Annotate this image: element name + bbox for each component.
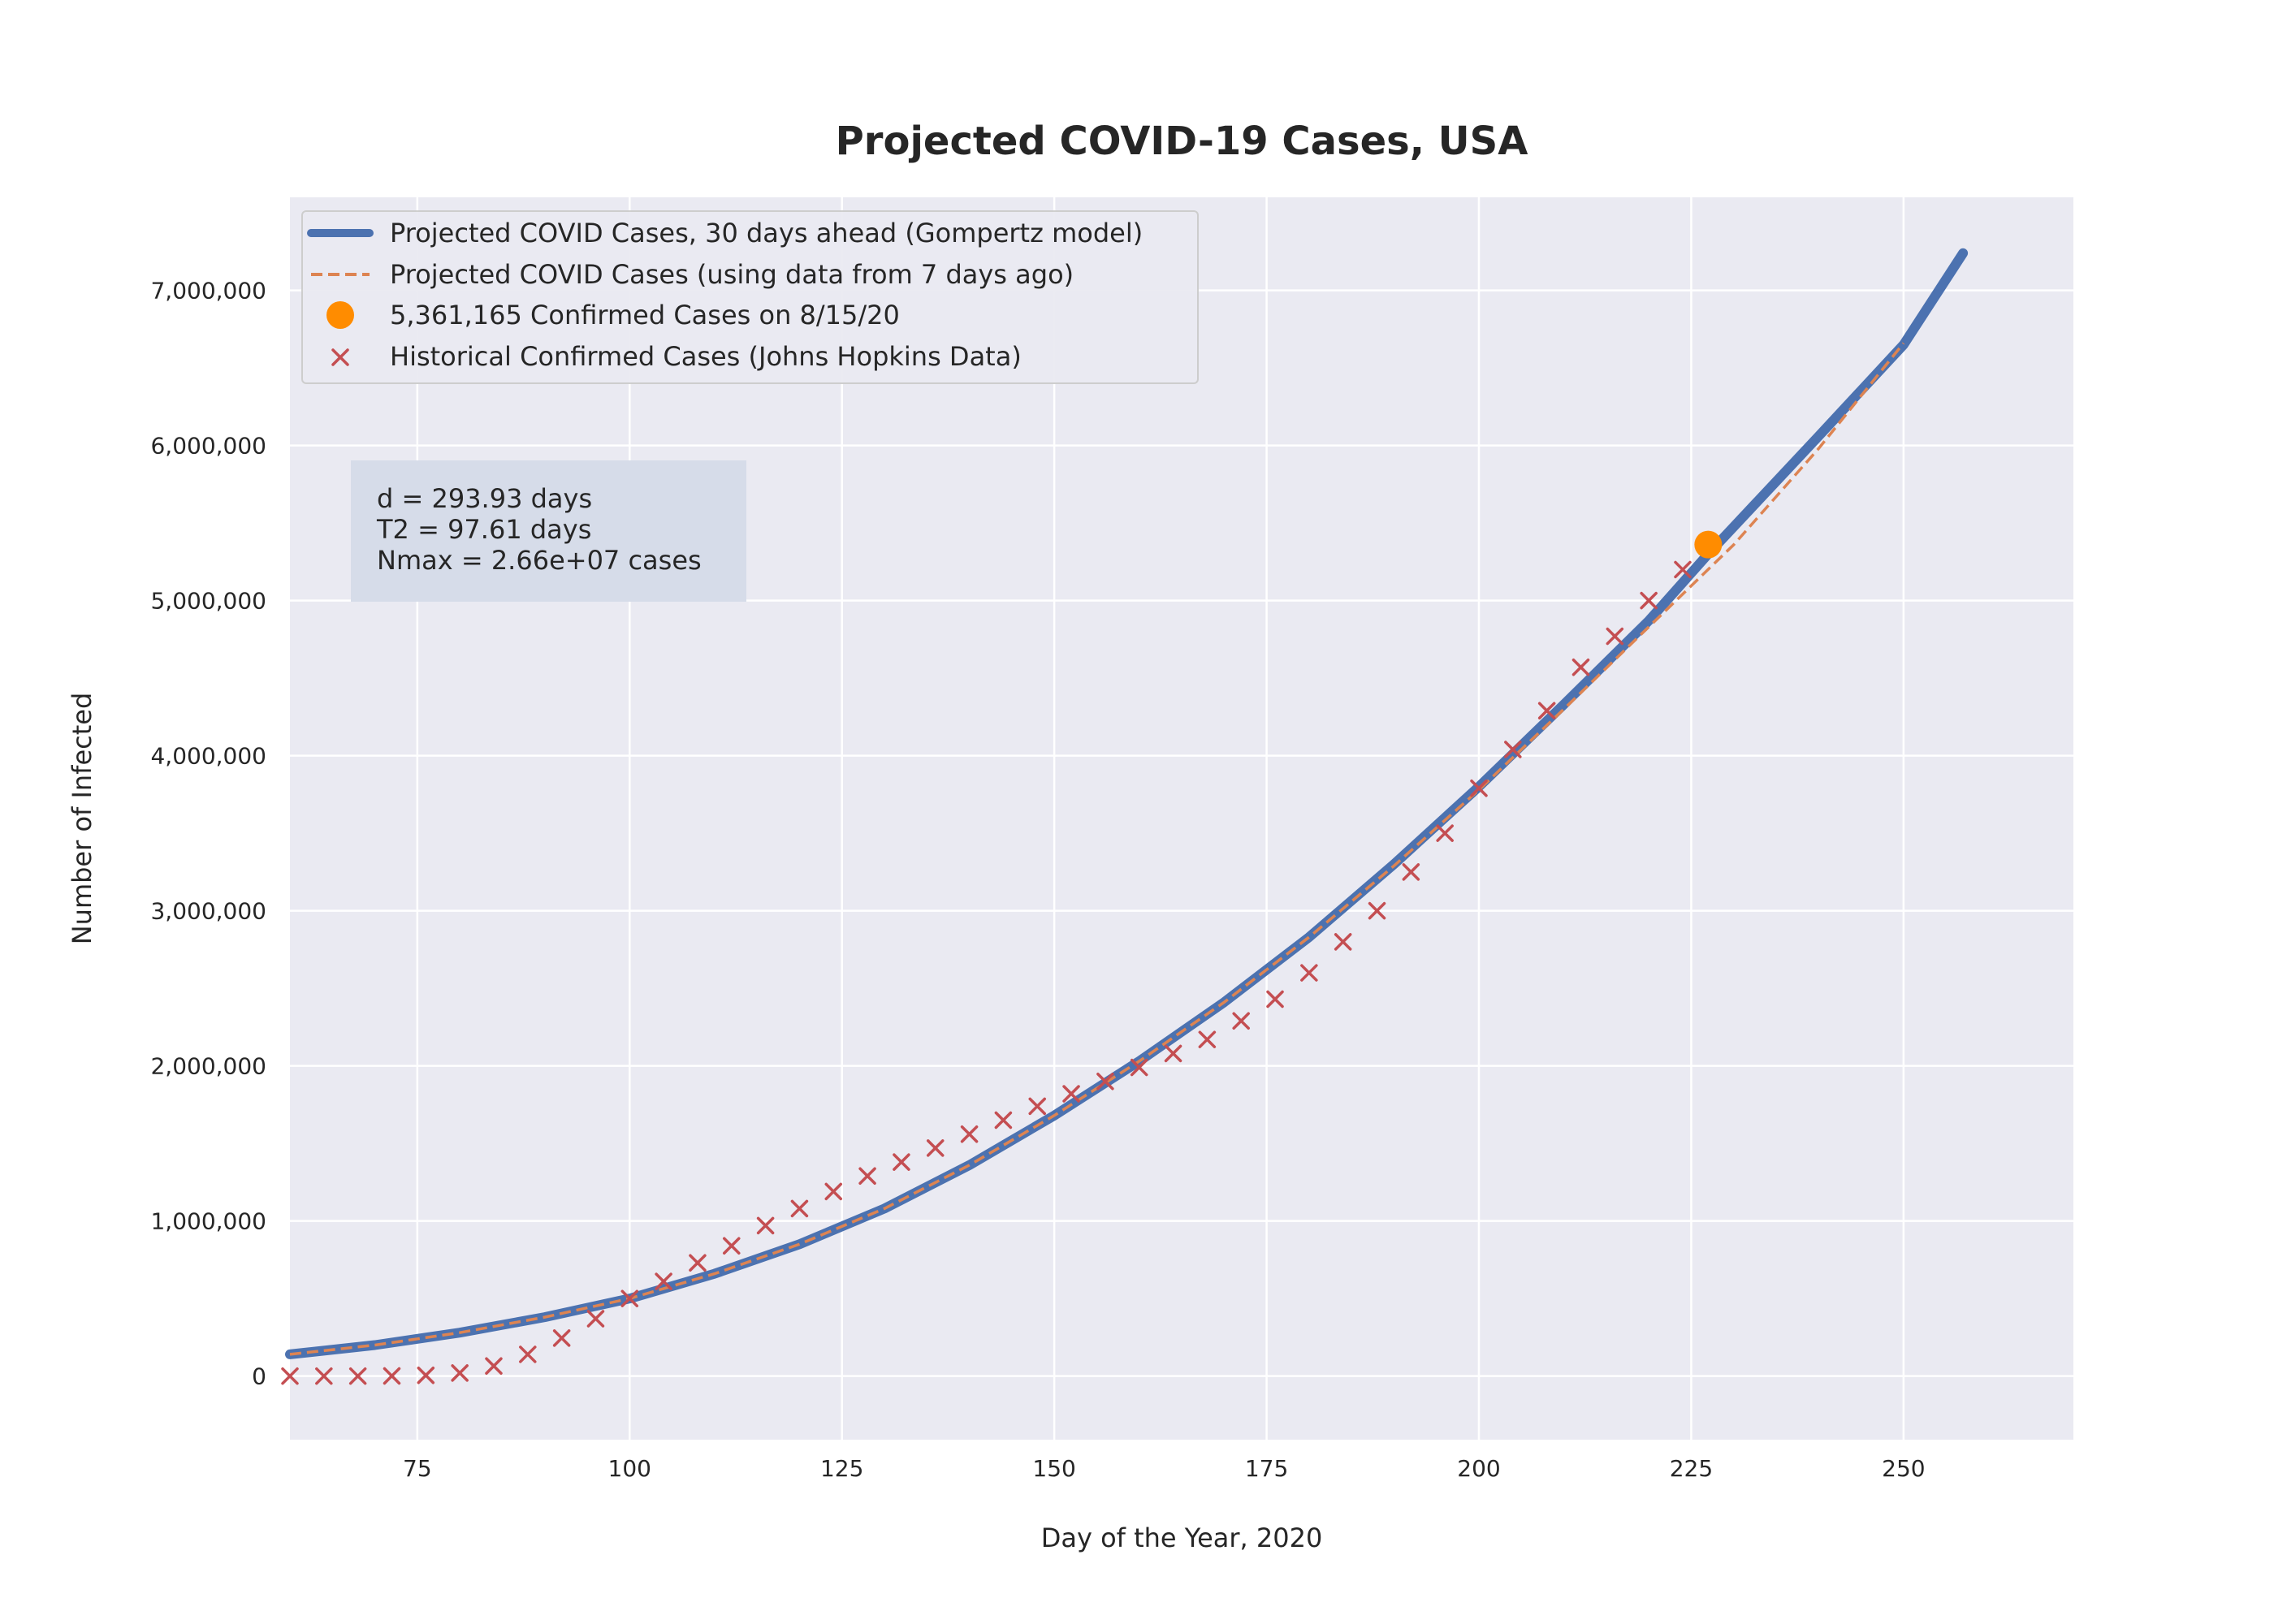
legend-projection-label: Projected COVID Cases, 30 days ahead (Go…	[390, 218, 1143, 248]
historical-point	[1470, 780, 1488, 797]
historical-point	[1674, 560, 1692, 579]
historical-point	[926, 1139, 945, 1157]
historical-point	[485, 1357, 503, 1376]
historical-point	[689, 1254, 707, 1272]
y-tick-label: 4,000,000	[150, 743, 266, 770]
historical-point	[1640, 591, 1658, 610]
historical-point	[552, 1329, 571, 1347]
historical-point	[1028, 1097, 1046, 1116]
historical-point	[1402, 863, 1420, 881]
legend: Projected COVID Cases, 30 days ahead (Go…	[301, 210, 1199, 384]
historical-point	[586, 1310, 605, 1328]
historical-point	[348, 1367, 367, 1385]
historical-point	[383, 1367, 401, 1385]
legend-old-projection-label: Projected COVID Cases (using data from 7…	[390, 259, 1074, 290]
historical-point	[893, 1153, 910, 1171]
historical-point	[1130, 1058, 1148, 1077]
historical-point	[1504, 741, 1522, 758]
historical-point	[1266, 990, 1284, 1009]
legend-current-point-swatch	[326, 301, 354, 329]
historical-point	[1571, 659, 1590, 676]
y-tick-label: 2,000,000	[150, 1053, 266, 1080]
historical-point	[1198, 1030, 1217, 1048]
stats-nmax: Nmax = 2.66e+07 cases	[377, 545, 702, 576]
historical-point	[1334, 933, 1352, 951]
y-tick-label: 6,000,000	[150, 433, 266, 460]
historical-point	[1096, 1073, 1114, 1091]
x-tick-label: 100	[608, 1455, 651, 1482]
historical-point	[1300, 964, 1318, 982]
y-tick-label: 5,000,000	[150, 588, 266, 615]
historical-point	[620, 1289, 639, 1307]
historical-point	[723, 1237, 741, 1255]
historical-point	[451, 1364, 469, 1382]
historical-point	[756, 1216, 775, 1235]
x-tick-label: 175	[1245, 1455, 1288, 1482]
stats-t2: T2 = 97.61 days	[376, 514, 591, 545]
historical-point	[960, 1125, 979, 1143]
chart-title: Projected COVID-19 Cases, USA	[836, 119, 1528, 164]
y-tick-label: 1,000,000	[150, 1208, 266, 1235]
y-tick-label: 3,000,000	[150, 898, 266, 925]
legend-historical-swatch	[331, 348, 349, 366]
x-tick-label: 150	[1032, 1455, 1075, 1482]
historical-point	[1436, 824, 1454, 842]
x-tick-label: 225	[1670, 1455, 1713, 1482]
plot-background	[290, 197, 2073, 1440]
historical-point	[1232, 1012, 1250, 1030]
legend-historical-label: Historical Confirmed Cases (Johns Hopkin…	[390, 341, 1022, 372]
historical-point	[994, 1111, 1013, 1129]
historical-point	[315, 1367, 333, 1385]
historical-point	[281, 1367, 299, 1385]
data-layer	[281, 248, 1969, 1385]
historical-point	[1606, 627, 1624, 646]
historical-point	[655, 1272, 672, 1290]
stats-box-background	[351, 460, 746, 602]
historical-point	[1368, 901, 1386, 920]
x-tick-label: 200	[1457, 1455, 1500, 1482]
historical-point	[519, 1345, 537, 1363]
legend-box	[301, 210, 1199, 384]
grid	[290, 197, 2073, 1440]
tick-labels: 75 100 125 150 175 200 225 250 0 1,000,000 2,000,0…	[150, 278, 1925, 1482]
x-axis-label: Day of the Year, 2020	[1041, 1522, 1323, 1553]
x-tick-label: 250	[1882, 1455, 1925, 1482]
historical-point	[790, 1199, 809, 1218]
legend-current-point-label: 5,361,165 Confirmed Cases on 8/15/20	[390, 300, 900, 330]
historical-point	[1062, 1085, 1080, 1103]
x-tick-label: 75	[403, 1455, 432, 1482]
y-tick-label: 0	[252, 1363, 266, 1390]
current-cases-point	[1694, 530, 1723, 559]
y-axis-label: Number of Infected	[67, 693, 97, 945]
stats-box: d = 293.93 days T2 = 97.61 days Nmax = 2…	[351, 460, 746, 602]
y-tick-label: 7,000,000	[150, 278, 266, 304]
stats-d: d = 293.93 days	[377, 483, 592, 514]
x-tick-label: 125	[820, 1455, 863, 1482]
historical-point	[417, 1366, 435, 1384]
historical-point	[858, 1167, 876, 1186]
historical-point	[824, 1182, 843, 1201]
historical-point	[1164, 1044, 1182, 1063]
historical-point	[1537, 702, 1556, 719]
